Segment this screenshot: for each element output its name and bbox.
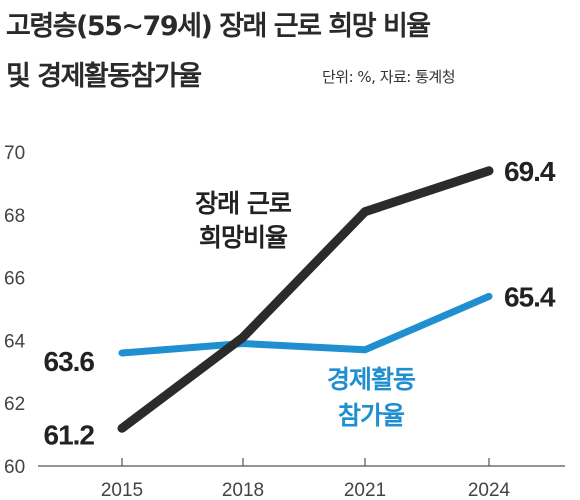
- data-label: 61.2: [44, 419, 95, 450]
- series-line-0: [117, 166, 494, 433]
- y-tick-label: 68: [4, 206, 25, 227]
- x-tick-label: 2024: [468, 480, 511, 500]
- data-label: 65.4: [504, 281, 556, 312]
- y-tick-label: 62: [4, 394, 25, 415]
- chart-title-line2: 및 경제활동참가율: [6, 61, 202, 92]
- y-tick-label: 60: [4, 457, 25, 478]
- source-note: 단위: %, 자료: 통계청: [322, 68, 456, 86]
- x-tick-label: 2015: [101, 480, 143, 500]
- data-label: 63.6: [44, 346, 95, 377]
- x-tick-label: 2018: [222, 480, 264, 500]
- series-name-label: 장래 근로: [195, 189, 292, 218]
- series-name-label: 경제활동: [327, 365, 416, 394]
- x-tick-label: 2021: [344, 480, 386, 500]
- chart-title-line1: 고령층(55~79세) 장래 근로 희망 비율: [6, 11, 431, 42]
- series-name-label: 참가율: [338, 401, 405, 430]
- series-name-label: 희망비율: [199, 223, 288, 252]
- y-tick-label: 70: [4, 143, 25, 164]
- series-line-1: [118, 292, 493, 357]
- data-label: 69.4: [504, 156, 556, 187]
- y-tick-label: 66: [4, 269, 25, 290]
- y-tick-label: 64: [4, 331, 26, 352]
